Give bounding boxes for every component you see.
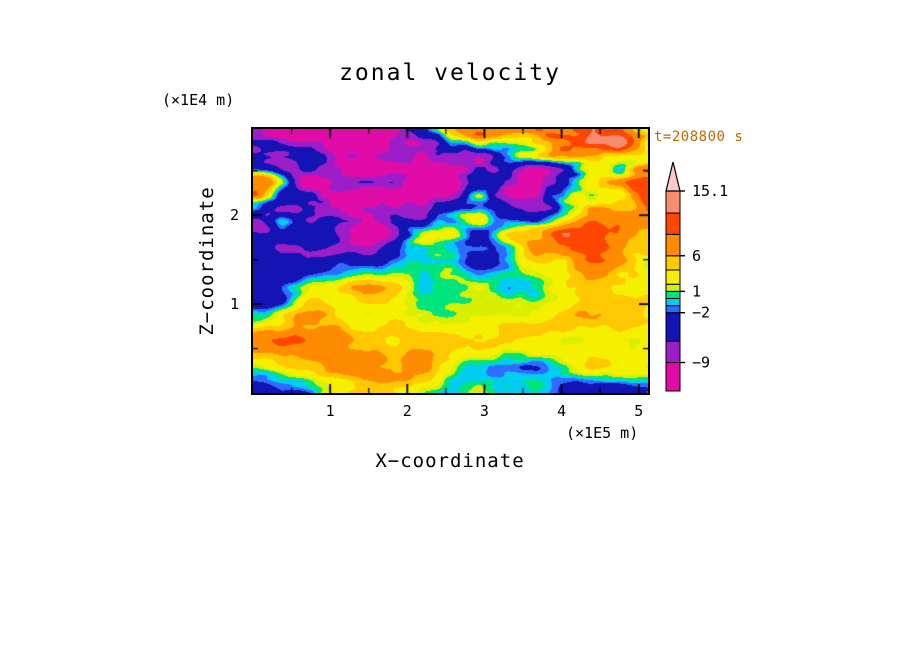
timestamp-label: t=208800 s bbox=[654, 129, 744, 145]
x-axis-unit-label: (×1E5 m) bbox=[566, 424, 639, 442]
colorbar-label: −9 bbox=[692, 354, 710, 372]
colorbar-band bbox=[665, 212, 681, 235]
colorbar-band bbox=[665, 340, 681, 364]
x-tick-label: 2 bbox=[402, 402, 412, 420]
colorbar-band bbox=[665, 283, 681, 292]
colorbar-label: −2 bbox=[692, 304, 710, 322]
colorbar-band bbox=[665, 255, 681, 271]
colorbar-band bbox=[665, 233, 681, 257]
colorbar-arrow-tip bbox=[665, 161, 681, 192]
x-tick-label: 3 bbox=[479, 402, 489, 420]
colorbar-band bbox=[665, 290, 681, 299]
colorbar-band bbox=[665, 269, 681, 285]
z-tick-label: 2 bbox=[229, 206, 239, 225]
plot-frame bbox=[251, 127, 650, 395]
x-tick-label: 1 bbox=[325, 402, 335, 420]
plot-title: zonal velocity bbox=[339, 60, 561, 86]
colorbar-label: 1 bbox=[692, 282, 701, 300]
colorbar: 15.1 6 1 −2 −9 bbox=[665, 161, 728, 392]
colorbar-band bbox=[665, 190, 681, 214]
z-tick-label: 1 bbox=[229, 295, 239, 314]
x-tick-label: 4 bbox=[557, 402, 567, 420]
colorbar-label: 6 bbox=[692, 247, 701, 265]
x-axis-title: X−coordinate bbox=[375, 450, 525, 472]
contour-field-canvas bbox=[253, 129, 648, 393]
colorbar-band bbox=[665, 297, 681, 307]
z-axis-title: Z−coordinate bbox=[196, 186, 218, 336]
colorbar-band bbox=[665, 305, 681, 314]
z-axis-unit-label: (×1E4 m) bbox=[162, 91, 235, 109]
x-tick-label: 5 bbox=[634, 402, 644, 420]
colorbar-label: 15.1 bbox=[692, 182, 728, 200]
colorbar-band bbox=[665, 362, 681, 392]
colorbar-band bbox=[665, 312, 681, 342]
